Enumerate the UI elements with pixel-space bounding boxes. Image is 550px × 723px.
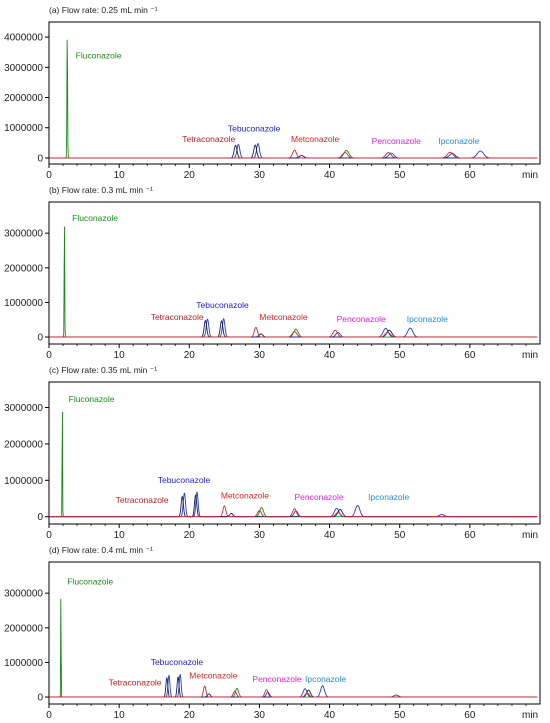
x-tick-label: 20	[184, 530, 196, 540]
x-tick-label: 40	[324, 170, 336, 180]
peak-label-tebuconazole: Tebuconazole	[228, 123, 281, 133]
y-tick-label: 2000000	[4, 439, 43, 450]
peak-label-tebuconazole: Tebuconazole	[196, 300, 249, 310]
panel-title: (d) Flow rate: 0.4 mL min ⁻¹	[49, 545, 153, 555]
x-tick-label: 10	[114, 350, 126, 360]
y-tick-label: 1000000	[4, 123, 43, 134]
x-tick-label: 50	[394, 530, 406, 540]
chromatogram-panel-c: (c) Flow rate: 0.35 mL min ⁻¹01000000200…	[4, 365, 541, 540]
y-tick-label: 1000000	[4, 476, 43, 487]
x-tick-label: 10	[114, 170, 126, 180]
x-tick-label: 0	[46, 170, 52, 180]
peak-label-penconazole: Penconazole	[295, 492, 344, 502]
x-tick-label: 60	[464, 710, 476, 720]
x-tick-label: 60	[464, 350, 476, 360]
x-axis-unit: min	[522, 170, 538, 180]
x-tick-label: 0	[46, 710, 52, 720]
x-tick-label: 10	[114, 530, 126, 540]
x-tick-label: 50	[394, 170, 406, 180]
x-tick-label: 50	[394, 350, 406, 360]
x-tick-label: 30	[254, 170, 266, 180]
peak-label-penconazole: Penconazole	[252, 674, 301, 684]
y-tick-label: 0	[37, 512, 43, 523]
peak-label-ipconazole: Ipconazole	[407, 314, 448, 324]
x-tick-label: 40	[324, 710, 336, 720]
x-axis-unit: min	[522, 710, 538, 720]
peak-label-tetraconazole: Tetraconazole	[151, 312, 204, 322]
y-tick-label: 0	[37, 153, 43, 164]
x-tick-label: 20	[184, 710, 196, 720]
peak-label-metconazole: Metconazole	[221, 491, 269, 501]
x-tick-label: 0	[46, 350, 52, 360]
peak-label-penconazole: Penconazole	[372, 136, 421, 146]
y-tick-label: 0	[37, 693, 43, 704]
chromatogram-trace	[48, 320, 538, 338]
y-tick-label: 2000000	[4, 623, 43, 634]
peak-label-metconazole: Metconazole	[291, 134, 339, 144]
panel-title: (b) Flow rate: 0.3 mL min ⁻¹	[49, 185, 153, 195]
peak-label-penconazole: Penconazole	[337, 314, 386, 324]
chromatogram-trace	[48, 326, 538, 338]
x-tick-label: 0	[46, 530, 52, 540]
y-tick-label: 3000000	[4, 589, 43, 600]
peak-label-ipconazole: Ipconazole	[305, 674, 346, 684]
panel-title: (c) Flow rate: 0.35 mL min ⁻¹	[49, 365, 157, 375]
x-axis-unit: min	[522, 350, 538, 360]
x-tick-label: 30	[254, 530, 266, 540]
x-axis-unit: min	[522, 530, 538, 540]
y-tick-label: 3000000	[4, 63, 43, 74]
x-tick-label: 20	[184, 170, 196, 180]
peak-label-fluconazole: Fluconazole	[72, 213, 118, 223]
y-tick-label: 1000000	[4, 658, 43, 669]
peak-label-tetraconazole: Tetraconazole	[109, 678, 162, 688]
x-tick-label: 30	[254, 350, 266, 360]
x-tick-label: 60	[464, 530, 476, 540]
y-tick-label: 3000000	[4, 229, 43, 240]
peak-label-metconazole: Metconazole	[259, 312, 307, 322]
peak-label-fluconazole: Fluconazole	[69, 394, 115, 404]
chromatogram-panel-a: (a) Flow rate: 0.25 mL min ⁻¹01000000200…	[4, 5, 541, 180]
x-tick-label: 20	[184, 350, 196, 360]
x-tick-label: 50	[394, 710, 406, 720]
y-tick-label: 1000000	[4, 298, 43, 309]
y-tick-label: 2000000	[4, 263, 43, 274]
peak-label-fluconazole: Fluconazole	[67, 577, 113, 587]
chromatogram-panel-d: (d) Flow rate: 0.4 mL min ⁻¹ 0 1000000 2000…	[4, 545, 541, 720]
plot-frame	[48, 201, 541, 345]
chromatogram-trace	[48, 685, 538, 698]
x-tick-label: 30	[254, 710, 266, 720]
panel-title: (a) Flow rate: 0.25 mL min ⁻¹	[49, 5, 158, 15]
peak-label-ipconazole: Ipconazole	[368, 492, 409, 502]
y-tick-label: 4000000	[4, 33, 43, 44]
chromatogram-trace	[48, 505, 538, 518]
plot-frame	[48, 21, 541, 165]
peak-label-tetraconazole: Tetraconazole	[182, 134, 235, 144]
x-tick-label: 40	[324, 350, 336, 360]
peak-label-tebuconazole: Tebuconazole	[158, 475, 211, 485]
plot-frame	[48, 561, 541, 705]
peak-label-tetraconazole: Tetraconazole	[116, 495, 169, 505]
y-tick-label: 3000000	[4, 403, 43, 414]
chromatogram-trace	[48, 149, 538, 159]
y-tick-label: 0	[37, 333, 43, 344]
y-tick-label: 2000000	[4, 93, 43, 104]
plot-frame	[48, 381, 541, 525]
peak-label-ipconazole: Ipconazole	[438, 136, 479, 146]
peak-label-fluconazole: Fluconazole	[76, 50, 122, 60]
x-tick-label: 40	[324, 530, 336, 540]
chromatogram-panel-b: (b) Flow rate: 0.3 mL min ⁻¹ 0 1000000 2000…	[4, 185, 541, 360]
x-tick-label: 60	[464, 170, 476, 180]
peak-label-tebuconazole: Tebuconazole	[151, 657, 204, 667]
x-tick-label: 10	[114, 710, 126, 720]
peak-label-metconazole: Metconazole	[189, 671, 237, 681]
